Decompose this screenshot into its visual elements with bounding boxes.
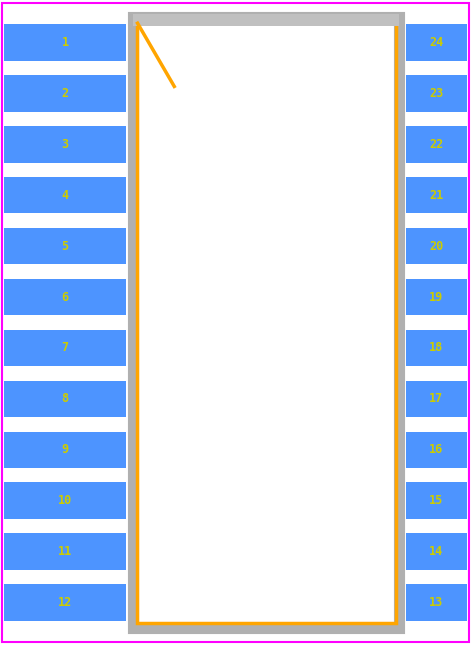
Text: 12: 12	[58, 596, 73, 610]
Text: 4: 4	[62, 188, 69, 202]
Bar	[406, 177, 467, 213]
Bar	[406, 75, 467, 112]
Text: 21: 21	[429, 188, 444, 202]
Text: 23: 23	[429, 86, 444, 100]
Text: 8: 8	[62, 392, 69, 406]
Bar	[406, 126, 467, 163]
Text: 18: 18	[429, 341, 444, 355]
Text: 15: 15	[429, 494, 444, 508]
Text: 11: 11	[58, 545, 73, 559]
Text: 6: 6	[62, 290, 69, 304]
Bar	[133, 17, 399, 628]
Text: 2: 2	[62, 86, 69, 100]
Text: 10: 10	[58, 494, 73, 508]
Text: 1: 1	[62, 35, 69, 49]
Bar	[4, 533, 126, 570]
Bar	[406, 482, 467, 519]
Bar	[133, 14, 399, 26]
Text: 16: 16	[429, 443, 444, 457]
Bar	[4, 381, 126, 417]
Bar	[4, 126, 126, 163]
Bar	[4, 330, 126, 366]
Bar	[4, 228, 126, 264]
Text: 5: 5	[62, 239, 69, 253]
Bar	[406, 432, 467, 468]
Bar	[137, 22, 396, 623]
Bar	[4, 432, 126, 468]
Bar	[406, 279, 467, 315]
Text: 14: 14	[429, 545, 444, 559]
Bar	[4, 177, 126, 213]
Bar	[4, 584, 126, 621]
Text: 20: 20	[429, 239, 444, 253]
Bar	[4, 75, 126, 112]
Bar	[406, 381, 467, 417]
Text: 22: 22	[429, 137, 444, 151]
Bar	[406, 24, 467, 61]
Bar	[406, 584, 467, 621]
Text: 7: 7	[62, 341, 69, 355]
Text: 13: 13	[429, 596, 444, 610]
Text: 17: 17	[429, 392, 444, 406]
Bar	[406, 330, 467, 366]
Text: 24: 24	[429, 35, 444, 49]
Bar	[4, 482, 126, 519]
Bar	[406, 228, 467, 264]
Text: 19: 19	[429, 290, 444, 304]
Text: 9: 9	[62, 443, 69, 457]
Text: 3: 3	[62, 137, 69, 151]
Bar	[4, 279, 126, 315]
Bar	[4, 24, 126, 61]
Bar	[406, 533, 467, 570]
